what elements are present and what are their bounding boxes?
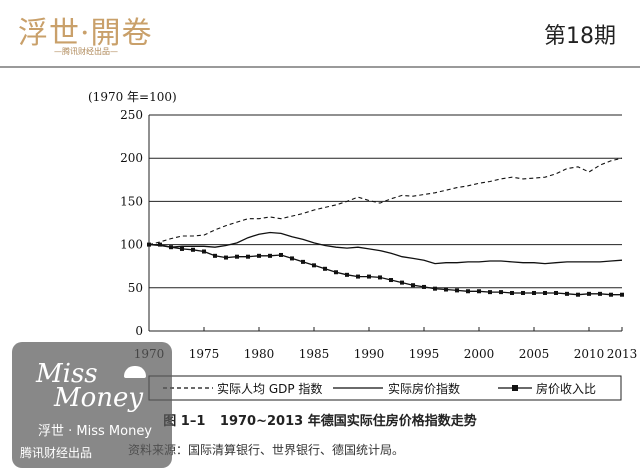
- series-2-point: [356, 274, 360, 279]
- legend-marker-2: [512, 385, 518, 391]
- y-tick-label-0: 0: [135, 324, 143, 338]
- series-2-point: [609, 292, 613, 297]
- logo-subtitle: —腾讯财经出品—: [54, 47, 118, 56]
- series-2-point: [433, 286, 437, 291]
- series-2-point: [400, 280, 404, 285]
- series-2-point: [422, 284, 426, 289]
- legend-label-1: 实际房价指数: [388, 381, 460, 396]
- x-tick-label-2010: 2010: [574, 347, 605, 361]
- series-2-point: [235, 254, 239, 259]
- x-tick-label-2013: 2013: [607, 347, 638, 361]
- axes: [148, 115, 622, 332]
- source-note: 资料来源：国际清算银行、世界银行、德国统计局。: [128, 443, 405, 457]
- x-tick-label-1995: 1995: [409, 347, 440, 361]
- watermark-badge: Miss Money 浮世 · Miss Money 腾讯财经出品: [12, 342, 172, 468]
- series-line-1: [148, 231, 623, 265]
- x-tick-label-2005: 2005: [519, 347, 550, 361]
- series-2-point: [455, 288, 459, 293]
- series-2-point: [521, 290, 525, 295]
- series-2-point: [301, 259, 305, 264]
- caption-title: 1970~2013 年德国实际住房价格指数走势: [219, 414, 477, 429]
- series-2-point: [213, 253, 217, 258]
- issue-label: 第18期: [544, 24, 616, 49]
- series-2-point: [378, 275, 382, 280]
- series-2-point: [158, 242, 162, 247]
- series-2-point: [257, 253, 261, 258]
- series-2-point: [180, 246, 184, 251]
- brand-logo: 浮世·開卷 —腾讯财经出品—: [18, 8, 178, 60]
- legend-label-0: 实际人均 GDP 指数: [217, 381, 322, 396]
- x-tick-label-1975: 1975: [189, 347, 220, 361]
- watermark-script-line2: Money: [54, 383, 144, 413]
- watermark-script: Miss Money: [36, 359, 144, 413]
- series-2-point: [411, 283, 415, 288]
- figure-caption: 图 1–1 1970~2013 年德国实际住房价格指数走势: [0, 410, 640, 429]
- y-tick-label-150: 150: [120, 194, 143, 208]
- x-axis-ticks: 1970197519801985199019952000200520102013: [134, 327, 638, 361]
- watermark-script-line1: Miss: [36, 359, 98, 389]
- series-2-point: [202, 249, 206, 254]
- watermark-line1: 浮世 · Miss Money: [38, 424, 153, 439]
- series-2-point: [499, 290, 503, 295]
- chart-legend: 实际人均 GDP 指数 实际房价指数 房价收入比: [148, 375, 622, 401]
- y-unit-label: (1970 年=100): [88, 90, 177, 104]
- series-2-point: [598, 291, 602, 296]
- series-2-point: [565, 291, 569, 296]
- series-2-point: [290, 256, 294, 261]
- y-tick-label-50: 50: [128, 281, 143, 295]
- series-2-point: [576, 292, 580, 297]
- series-2-point: [312, 263, 316, 268]
- series-line-0: [148, 157, 623, 246]
- series-2-point: [554, 290, 558, 295]
- series-2-point: [488, 290, 492, 295]
- y-tick-label-200: 200: [120, 151, 143, 165]
- watermark-line2: 腾讯财经出品: [20, 446, 93, 460]
- series-2-point: [510, 290, 514, 295]
- series-2-point: [389, 278, 393, 283]
- caption-label: 图 1–1: [163, 414, 206, 429]
- hat-icon: [124, 366, 146, 378]
- series-2-point: [532, 290, 536, 295]
- series-2-point: [323, 266, 327, 271]
- y-tick-label-100: 100: [120, 238, 143, 252]
- series-2-point: [279, 252, 283, 257]
- series-2-point: [147, 242, 151, 247]
- logo-text: 浮世·開卷: [18, 16, 153, 51]
- y-axis-ticks: 0 50 100 150 200 250: [120, 108, 143, 338]
- y-tick-label-250: 250: [120, 108, 143, 122]
- series-2-point: [224, 255, 228, 260]
- series-2-point: [246, 254, 250, 259]
- legend-label-2: 房价收入比: [536, 381, 596, 396]
- x-tick-label-2000: 2000: [464, 347, 495, 361]
- x-tick-label-1985: 1985: [299, 347, 330, 361]
- series-2-point: [367, 274, 371, 279]
- series-2-point: [587, 291, 591, 296]
- x-tick-label-1980: 1980: [244, 347, 275, 361]
- series-2-point: [345, 272, 349, 277]
- header-divider: [0, 66, 640, 68]
- series-2-point: [477, 289, 481, 294]
- series-2-point: [444, 287, 448, 292]
- header-bar: 浮世·開卷 —腾讯财经出品— 第18期: [0, 0, 640, 68]
- series-2-point: [334, 270, 338, 275]
- series-lines: [147, 157, 624, 297]
- series-2-point: [191, 247, 195, 252]
- series-2-point: [268, 253, 272, 258]
- series-2-point: [466, 289, 470, 294]
- series-2-point: [169, 245, 173, 250]
- series-2-point: [543, 290, 547, 295]
- series-2-point: [620, 292, 624, 297]
- x-tick-label-1990: 1990: [354, 347, 385, 361]
